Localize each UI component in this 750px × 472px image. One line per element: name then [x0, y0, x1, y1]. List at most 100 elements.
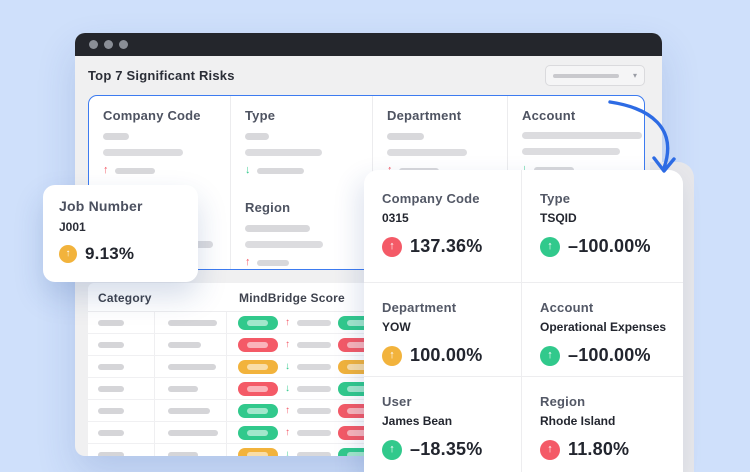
risk-grid-cell-label: Type: [245, 108, 276, 123]
trend-skeleton-row: ↓: [245, 165, 358, 176]
detail-cell-percent-row: ↑ 100.00%: [382, 345, 503, 366]
text-skeleton: [103, 149, 183, 156]
score-pill: [338, 447, 378, 456]
text-skeleton: [98, 319, 124, 326]
risk-grid-cell-label: Company Code: [103, 108, 201, 123]
trend-arrow-icon: ↑: [103, 164, 109, 176]
trend-arrow-icon: ↓: [285, 382, 290, 394]
score-pill-highlight: [347, 407, 368, 414]
risk-grid-cell: Region ↑: [231, 188, 373, 269]
text-skeleton: [168, 429, 218, 436]
risk-grid-cell-label: Region: [245, 200, 291, 215]
window-dot-icon: [119, 40, 128, 49]
trend-skeleton-row: ↑: [103, 165, 216, 176]
detail-cell-percent-row: ↑ 11.80%: [540, 439, 666, 460]
detail-cell-value: Operational Expenses: [540, 320, 667, 334]
job-number-card: Job Number J001 ↑ 9.13%: [43, 185, 198, 282]
detail-cell-label: Region: [540, 394, 586, 409]
text-skeleton: [387, 133, 424, 140]
score-cell: ↓: [227, 359, 645, 374]
window-titlebar: [75, 33, 662, 56]
text-skeleton: [387, 149, 467, 156]
score-cell: ↓: [227, 447, 645, 456]
category-cell: [88, 312, 155, 333]
score-pill-highlight: [247, 341, 268, 348]
risk-detail-card: Company Code 0315 ↑ 137.36% Type TSQID ↑…: [364, 170, 683, 472]
detail-cell-label: User: [382, 394, 412, 409]
text-skeleton: [297, 341, 331, 348]
trend-up-icon: ↑: [382, 439, 402, 460]
detail-cell: Department YOW ↑ 100.00%: [364, 283, 522, 377]
text-skeleton: [245, 241, 323, 248]
detail-cell-value: Rhode Island: [540, 414, 616, 428]
text-skeleton: [256, 167, 304, 174]
detail-cell-percent: 137.36%: [410, 236, 483, 256]
job-card-percent: 9.13%: [85, 244, 135, 263]
panel-title: Top 7 Significant Risks: [88, 68, 235, 83]
trend-arrow-icon: ↑: [245, 256, 251, 268]
text-skeleton: [245, 133, 269, 140]
trend-up-icon: ↑: [382, 345, 402, 366]
trend-up-icon: ↑: [540, 236, 560, 257]
detail-cell: Region Rhode Island ↑ 11.80%: [522, 377, 683, 472]
table-row: ↓: [88, 444, 645, 456]
trend-arrow-icon: ↓: [285, 448, 290, 456]
trend-arrow-icon: ↓: [522, 163, 528, 175]
text-skeleton: [297, 363, 331, 370]
score-pill: [238, 315, 278, 330]
score-pill-highlight: [247, 451, 268, 456]
job-card-value: J001: [59, 220, 86, 234]
category-cell: [155, 312, 227, 333]
category-cell: [155, 422, 227, 443]
category-cell: [155, 356, 227, 377]
trend-skeleton-row: ↑: [245, 257, 358, 268]
text-skeleton: [297, 319, 331, 326]
job-card-percent-row: ↑ 9.13%: [59, 244, 182, 264]
score-pill-highlight: [247, 407, 268, 414]
job-card-title: Job Number: [59, 198, 143, 214]
category-cell: [155, 400, 227, 421]
trend-skeleton-row: ↓: [522, 164, 642, 175]
trend-arrow-icon: ↑: [285, 316, 290, 328]
detail-cell-percent-row: ↑ –100.00%: [540, 236, 666, 257]
detail-cell: Account Operational Expenses ↑ –100.00%: [522, 283, 683, 377]
score-pill-highlight: [347, 385, 368, 392]
text-skeleton: [297, 385, 331, 392]
text-skeleton: [297, 451, 331, 456]
text-skeleton: [98, 341, 124, 348]
trend-arrow-icon: ↓: [285, 360, 290, 372]
text-skeleton: [168, 363, 216, 370]
detail-cell-percent: 11.80%: [568, 439, 630, 459]
score-pill: [238, 381, 278, 396]
dropdown-placeholder: [553, 73, 619, 78]
score-pill: [238, 403, 278, 418]
text-skeleton: [168, 407, 210, 414]
category-cell: [88, 400, 155, 421]
text-skeleton: [245, 149, 322, 156]
score-cell: ↑: [227, 403, 645, 418]
detail-cell-label: Department: [382, 300, 457, 315]
filter-dropdown[interactable]: ▾: [545, 65, 645, 86]
detail-cell-value: James Bean: [382, 414, 453, 428]
score-pill: [238, 337, 278, 352]
score-cell: ↓: [227, 381, 645, 396]
chevron-down-icon: ▾: [632, 70, 637, 80]
text-skeleton: [98, 407, 124, 414]
detail-cell: Type TSQID ↑ –100.00%: [522, 170, 683, 283]
text-skeleton: [168, 341, 201, 348]
text-skeleton: [522, 148, 620, 155]
detail-cell-percent-row: ↑ 137.36%: [382, 236, 503, 257]
trend-up-icon: ↑: [540, 345, 560, 366]
score-pill-highlight: [347, 451, 368, 456]
risk-grid-cell-label: Department: [387, 108, 462, 123]
category-cell: [155, 444, 227, 456]
text-skeleton: [114, 167, 155, 174]
text-skeleton: [103, 133, 129, 140]
text-skeleton: [98, 429, 124, 436]
detail-cell: Company Code 0315 ↑ 137.36%: [364, 170, 522, 283]
window-dot-icon: [89, 40, 98, 49]
score-pill-highlight: [347, 341, 368, 348]
category-cell: [88, 356, 155, 377]
trend-up-icon: ↑: [59, 245, 77, 263]
